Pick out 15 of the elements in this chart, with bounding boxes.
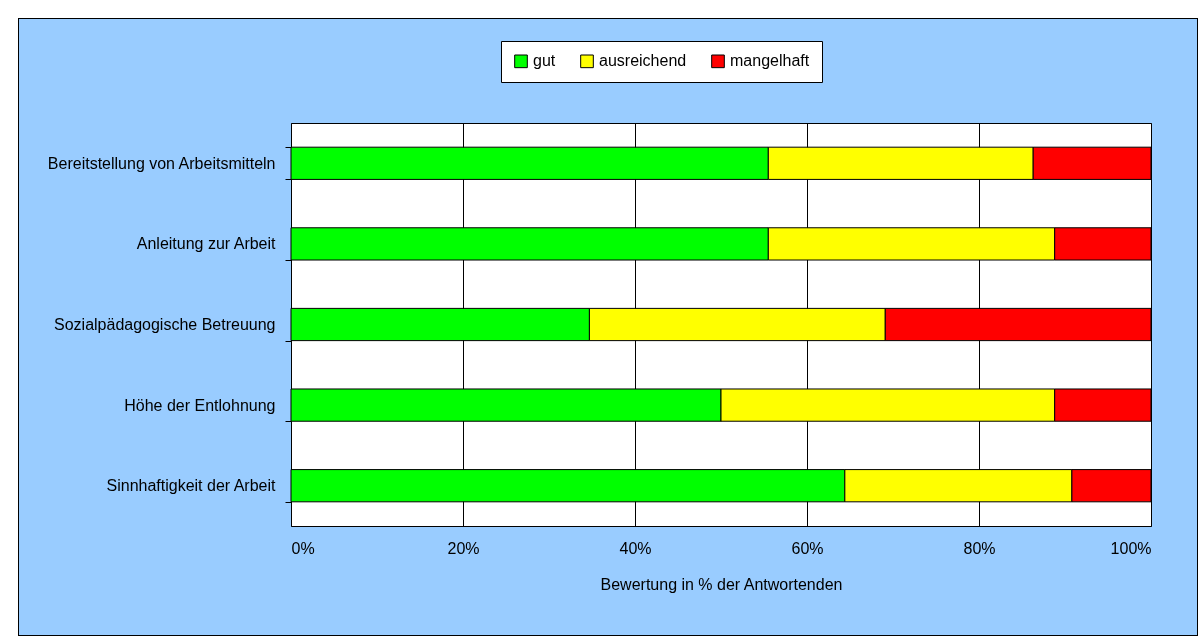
legend-label: mangelhaft [730, 52, 810, 70]
y-tick-label: Sozialpädagogische Betreuung [54, 316, 276, 333]
x-tick-label: 80% [963, 539, 996, 557]
x-tick-label: 60% [791, 539, 824, 557]
x-tick-label: 0% [291, 539, 315, 557]
y-tick-label: Sinnhaftigkeit der Arbeit [106, 477, 277, 495]
y-tick-label: Anleitung zur Arbeit [136, 235, 277, 253]
y-tick-label: Bereitstellung von Arbeitsmitteln [47, 154, 276, 172]
x-tick-label: 20% [447, 539, 480, 557]
y-tick-label: Höhe der Entlohnung [124, 396, 276, 414]
legend-label: ausreichend [599, 52, 687, 70]
x-axis-title: Bewertung in % der Antwortenden [600, 575, 843, 593]
x-tick-label: 40% [619, 539, 652, 557]
x-tick-label: 100% [1110, 539, 1152, 557]
legend-label: gut [533, 52, 556, 70]
